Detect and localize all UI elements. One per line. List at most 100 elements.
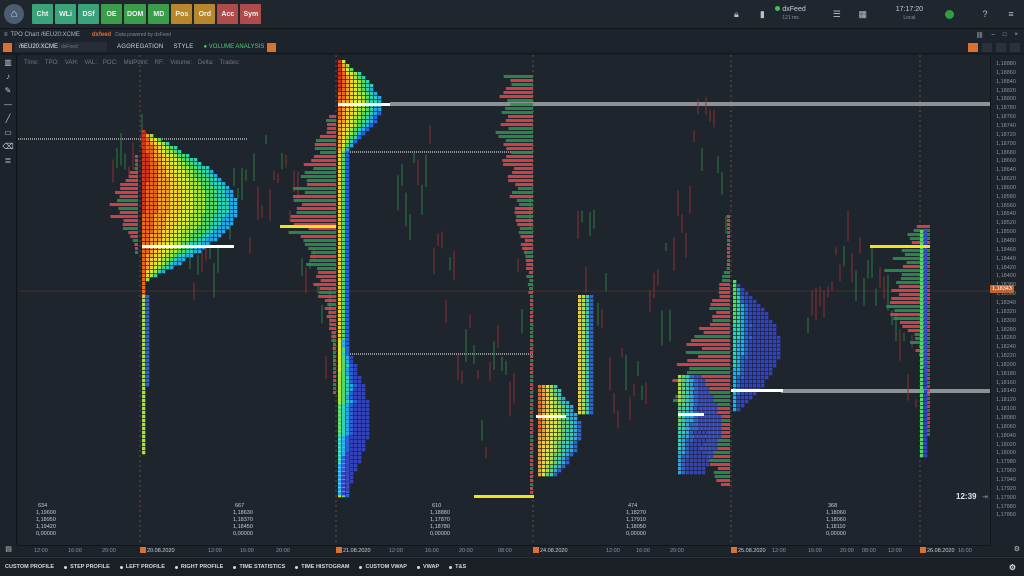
window-menu-icon[interactable]: ≡ [4,32,8,38]
module-button-wli[interactable]: WLi [55,4,76,24]
tpo-block [338,396,342,400]
module-button-md[interactable]: MD [148,4,170,24]
alert-bell-icon[interactable]: ♪ [6,72,10,81]
tpo-block [346,266,350,270]
price-axis[interactable]: 1,18880 1,18860 1,18840 1,18820 1,18800 1,187… [990,55,1024,545]
tpo-block [198,194,202,198]
axis-menu-icon[interactable]: ▤ [0,545,17,556]
module-button-pos[interactable]: Pos [171,4,193,24]
volume-profile-bar [680,419,730,422]
aggregation-menu[interactable]: AGGREGATION [117,44,164,50]
study-tab[interactable]: TIME STATISTICS [228,564,290,570]
tpo-block [342,128,346,132]
panel-toggle-icon[interactable] [3,42,12,52]
tpo-block [702,387,706,391]
volume-profile-bar [519,227,533,230]
tpo-block [745,380,749,384]
user-avatar-icon[interactable] [945,9,954,19]
tpo-block [206,226,210,230]
tpo-block [554,413,558,417]
layout-icon[interactable] [996,42,1006,52]
volume-profile-bar [333,367,336,370]
link-icon[interactable]: ⛓ [975,32,984,39]
tpo-block [226,214,230,218]
tpo-block [338,482,342,486]
study-tab[interactable]: CUSTOM PROFILE [5,564,55,570]
tpo-block [737,352,741,356]
tpo-block [154,222,158,226]
study-tab[interactable]: T&S [444,564,471,570]
study-tab[interactable]: VWAP [412,564,444,570]
horizontal-line-icon[interactable]: — [4,100,12,109]
study-tab[interactable]: TIME HISTOGRAM [290,564,354,570]
tpo-block [562,453,566,457]
tpo-block [142,270,146,274]
help-icon[interactable]: ? [982,9,988,19]
tpo-chart-canvas[interactable] [18,55,990,545]
rectangle-icon[interactable]: ▭ [4,128,12,137]
platform-logo-icon[interactable]: ⌂ [4,4,24,24]
chat-icon[interactable]: ☰ [832,8,841,19]
tpo-block [230,222,234,226]
lock-icon[interactable]: 🔒︎ [733,8,739,19]
calculator-icon[interactable]: ▦ [858,8,867,19]
volume-analysis-toggle[interactable]: ● VOLUME ANALYSIS [203,44,265,50]
volume-profile-bar [896,281,930,284]
connection-icon[interactable]: ▮ [759,8,765,19]
tpo-block [354,384,358,388]
screenshot-icon[interactable] [982,42,992,52]
study-tab[interactable]: STEP PROFILE [59,564,115,570]
study-tab[interactable]: CUSTOM VWAP [354,564,411,570]
module-button-dom[interactable]: DOM [124,4,147,24]
tpo-block [150,222,154,226]
tpo-block [146,266,150,270]
study-tab[interactable]: LEFT PROFILE [115,564,170,570]
pencil-icon[interactable]: ✎ [4,86,12,95]
tpo-block [142,190,146,194]
style-menu[interactable]: STYLE [173,44,194,50]
tpo-block [682,443,686,447]
tpo-block [186,166,190,170]
axis-settings-icon[interactable]: ⚙ [990,545,1024,556]
volume-profile-bar [925,373,930,376]
module-button-oe[interactable]: OE [101,4,122,24]
tpo-block [154,258,158,262]
module-button-sym[interactable]: Sym [240,4,262,24]
time-axis[interactable]: 12:00 16:00 20:00 12:00 16:00 20:00 12:00 16:00… [18,545,990,556]
symbol-selector[interactable]: /6EU20:XCME dxFeed [15,42,107,52]
tpo-block [158,202,162,206]
tpo-chart-area[interactable] [18,55,990,545]
study-tab[interactable]: RIGHT PROFILE [170,564,228,570]
module-button-acc[interactable]: Acc [217,4,239,24]
minimize-icon[interactable]: – [991,31,995,38]
tpo-block [924,394,928,398]
trend-line-icon[interactable]: ╱ [5,114,11,123]
tpo-block [190,242,194,246]
price-tick-label: 1,18700 [996,140,1016,147]
close-icon[interactable]: × [1014,31,1018,38]
volume-profile-bar [530,439,533,442]
tpo-block [142,427,146,431]
maximize-icon[interactable]: □ [1002,31,1007,38]
module-button-cht[interactable]: Cht [32,4,53,24]
module-button-ord[interactable]: Ord [194,4,216,24]
tpo-block [338,60,342,64]
volume-analysis-settings-icon[interactable] [267,42,277,52]
menu-icon[interactable]: ≡ [1008,9,1014,19]
price-tick-label: 1,18820 [996,87,1016,94]
tpo-block [362,132,366,136]
tpo-block [757,376,761,380]
scroll-right-icon[interactable]: ⇥ [982,494,988,501]
tpo-block [142,238,146,242]
chart-type-icon[interactable]: ▥ [4,58,12,67]
feed-status[interactable]: dxFeed 121 ms [775,6,806,22]
tpo-block [154,254,158,258]
module-button-dsf[interactable]: DSf [78,4,99,24]
layers-icon[interactable]: ≣ [4,156,12,165]
settings-icon[interactable] [1010,42,1020,52]
studies-settings-icon[interactable]: ⚙ [1008,562,1016,572]
crosshair-icon[interactable] [968,42,978,52]
tpo-block [346,380,350,384]
eraser-icon[interactable]: ⌫ [2,142,14,151]
tpo-block [582,315,586,319]
